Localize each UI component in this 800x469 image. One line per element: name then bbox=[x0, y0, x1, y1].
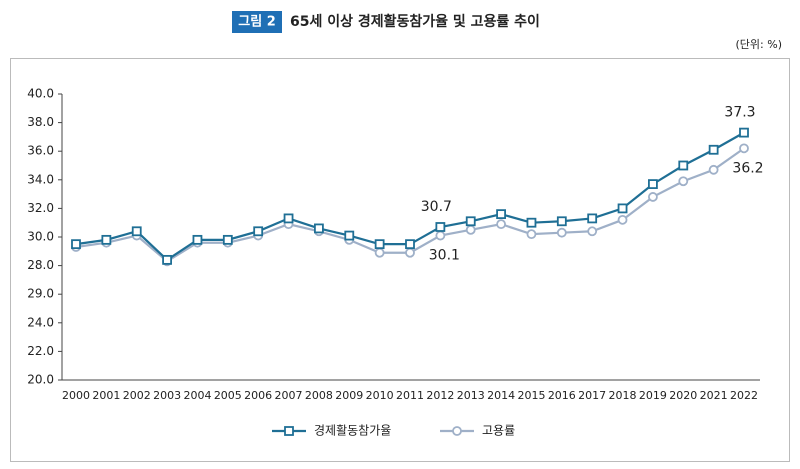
chart-title: 65세 이상 경제활동참가율 및 고용률 추이 bbox=[290, 13, 540, 30]
x-tick-label: 2005 bbox=[214, 389, 242, 402]
y-tick-label: 32.0 bbox=[27, 201, 54, 215]
x-tick-label: 2008 bbox=[305, 389, 333, 402]
data-label: 30.7 bbox=[421, 199, 452, 215]
point bbox=[739, 143, 749, 154]
y-tick-label: 38.0 bbox=[27, 115, 54, 129]
legend-marker bbox=[284, 426, 294, 436]
x-tick-label: 2007 bbox=[275, 389, 303, 402]
data-label: 36.2 bbox=[732, 160, 763, 176]
point bbox=[587, 213, 598, 224]
point bbox=[678, 176, 689, 187]
x-tick-label: 2009 bbox=[335, 389, 363, 402]
x-tick-label: 2017 bbox=[578, 389, 606, 402]
x-tick-label: 2002 bbox=[123, 389, 151, 402]
point bbox=[101, 234, 112, 245]
x-tick-label: 2006 bbox=[244, 389, 272, 402]
point bbox=[222, 234, 233, 245]
y-tick-label: 40.0 bbox=[27, 87, 54, 101]
x-tick-label: 2018 bbox=[609, 389, 637, 402]
point bbox=[435, 222, 446, 232]
x-tick-label: 2020 bbox=[669, 389, 697, 402]
point bbox=[465, 216, 476, 227]
data-label: 37.3 bbox=[724, 105, 755, 121]
x-tick-label: 2011 bbox=[396, 389, 424, 402]
point bbox=[253, 226, 264, 237]
point bbox=[465, 224, 476, 235]
figure-label: 그림 2 bbox=[238, 15, 276, 30]
point bbox=[648, 179, 658, 189]
x-tick-label: 2004 bbox=[183, 389, 211, 402]
y-tick-label: 28.0 bbox=[27, 258, 54, 272]
y-tick-label: 29.0 bbox=[27, 287, 54, 301]
point bbox=[344, 230, 355, 241]
point bbox=[283, 213, 294, 224]
point bbox=[708, 144, 719, 155]
x-tick-label: 2001 bbox=[92, 389, 120, 402]
x-tick-label: 2000 bbox=[62, 389, 90, 402]
x-tick-label: 2013 bbox=[457, 389, 485, 402]
point bbox=[556, 216, 567, 227]
frame bbox=[10, 58, 790, 462]
point bbox=[526, 229, 537, 240]
point bbox=[678, 160, 689, 171]
legend-label: 경제활동참가율 bbox=[314, 424, 391, 438]
point bbox=[435, 230, 446, 241]
point bbox=[526, 217, 537, 228]
x-tick-label: 2015 bbox=[517, 389, 545, 402]
point bbox=[374, 239, 385, 250]
y-tick-label: 24.0 bbox=[27, 315, 54, 329]
x-tick-label: 2003 bbox=[153, 389, 181, 402]
point bbox=[405, 247, 415, 258]
point bbox=[617, 214, 628, 225]
legend-marker bbox=[452, 426, 462, 436]
point bbox=[496, 209, 506, 220]
point bbox=[739, 127, 749, 138]
point bbox=[617, 203, 628, 214]
x-tick-label: 2021 bbox=[700, 389, 728, 402]
x-tick-label: 2014 bbox=[487, 389, 515, 402]
point bbox=[192, 234, 203, 245]
point bbox=[556, 227, 567, 238]
x-tick-label: 2016 bbox=[548, 389, 576, 402]
x-tick-label: 2019 bbox=[639, 389, 667, 402]
point bbox=[131, 226, 142, 237]
data-label: 30.1 bbox=[429, 248, 460, 264]
figure-label-box bbox=[232, 11, 282, 33]
point bbox=[374, 247, 385, 258]
x-tick-label: 2012 bbox=[426, 389, 454, 402]
point bbox=[648, 192, 658, 202]
y-tick-label: 30.0 bbox=[27, 230, 54, 244]
point bbox=[314, 223, 324, 234]
y-tick-label: 20.0 bbox=[27, 373, 54, 387]
point bbox=[71, 239, 81, 250]
x-tick-label: 2010 bbox=[366, 389, 394, 402]
unit-note: (단위: %) bbox=[736, 38, 782, 51]
y-tick-label: 36.0 bbox=[27, 144, 54, 158]
point bbox=[162, 254, 172, 265]
y-tick-label: 22.0 bbox=[27, 344, 54, 358]
y-tick-label: 34.0 bbox=[27, 172, 54, 186]
point bbox=[587, 226, 598, 237]
point bbox=[496, 219, 506, 230]
point bbox=[708, 164, 719, 175]
x-tick-label: 2022 bbox=[730, 389, 758, 402]
point bbox=[405, 239, 415, 250]
legend-label: 고용률 bbox=[482, 424, 515, 438]
